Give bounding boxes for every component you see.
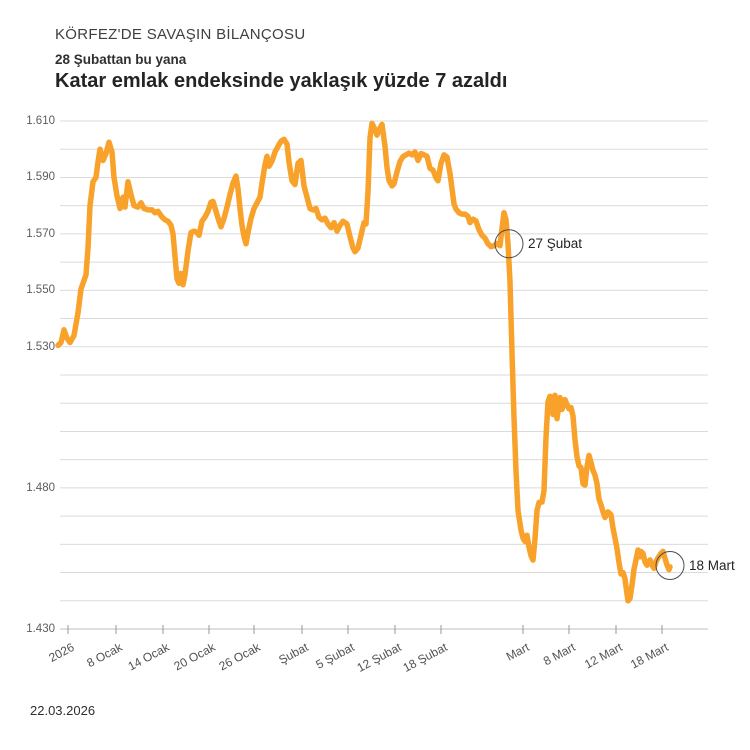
y-axis-label: 1.610	[26, 115, 55, 127]
page-title: Katar emlak endeksinde yaklaşık yüzde 7 …	[55, 70, 508, 92]
y-axis-label: 1.550	[26, 284, 55, 297]
gridlines	[60, 120, 708, 602]
footer-date: 22.03.2026	[30, 703, 96, 718]
y-axis-label: 1.480	[26, 481, 55, 494]
index-line[interactable]	[55, 120, 673, 604]
y-axis-label: 1.590	[26, 171, 55, 184]
annotation-label: 27 Şubat	[528, 235, 583, 251]
annotation-circle	[655, 551, 685, 580]
kicker: KÖRFEZ'DE SAVAŞIN BİLANÇOSU	[55, 26, 306, 43]
y-axis-label: 1.570	[26, 227, 55, 240]
annotation-label: 18 Mart	[689, 557, 735, 573]
index-line-series[interactable]	[55, 120, 673, 604]
y-axis-label: 1.530	[26, 340, 55, 353]
annotation-circles	[494, 229, 685, 580]
y-axis-label: 1.430	[26, 623, 55, 635]
subtitle: 28 Şubattan bu yana	[55, 52, 187, 67]
x-axis	[60, 625, 708, 634]
annotation-circle	[494, 229, 524, 259]
